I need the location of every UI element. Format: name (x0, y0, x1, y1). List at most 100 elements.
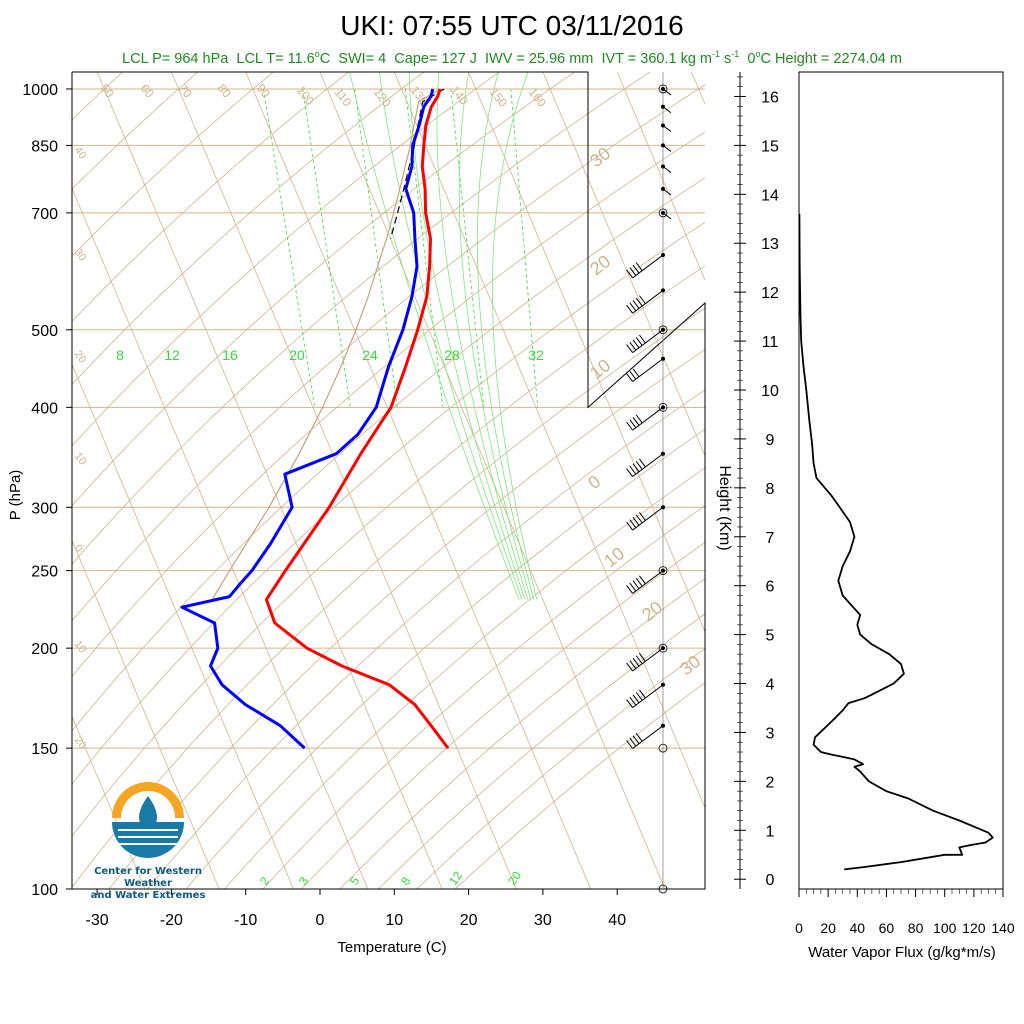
wind-barb-feather (639, 295, 646, 304)
isotherm-line (72, 539, 220, 889)
dry-adiabat-line (72, 221, 705, 785)
pressure-tick-label: 1000 (22, 82, 58, 99)
dry-adiabat-label: 100 (294, 83, 318, 108)
dry-adiabat-line (147, 389, 705, 889)
vapor-flux-frame (798, 71, 1004, 890)
wind-barb-feather (629, 737, 637, 747)
wind-barb-feather (632, 657, 640, 667)
height-tick-label: 3 (766, 725, 775, 742)
wind-barb-feather (626, 373, 633, 382)
moist-adiabat-line (379, 72, 523, 600)
flux-axis-label: Water Vapor Flux (g/kg*m/s) (808, 944, 996, 961)
wind-barb (632, 506, 664, 531)
mixing-ratio-label: 20 (289, 347, 305, 363)
logo-caption-line1: Center for Western Weather (94, 866, 202, 889)
pressure-tick-label: 200 (31, 641, 58, 658)
wind-barb-feather (639, 689, 646, 699)
wind-barb (632, 684, 664, 708)
dry-adiabat-line (72, 72, 199, 190)
moist-adiabat-line (458, 72, 532, 600)
dry-adiabat-line (72, 307, 705, 888)
dry-adiabat-line (301, 541, 705, 889)
wind-barb (632, 290, 664, 314)
temperature-tick-label: -10 (234, 912, 257, 929)
wind-barb-feather (626, 269, 633, 279)
wind-barb-feather (629, 696, 637, 706)
pressure-axis-label: P (hPa) (7, 470, 24, 521)
pressure-tick-label: 100 (31, 882, 58, 899)
dry-adiabat-line (72, 72, 425, 386)
isotherm-label: 10 (600, 543, 628, 571)
temperature-tick-label: 20 (460, 912, 478, 929)
height-tick-label: 14 (761, 187, 779, 204)
height-tick-label: 12 (761, 285, 779, 302)
height-tick-label: 9 (766, 432, 775, 449)
height-tick-label: 2 (766, 774, 775, 791)
wind-barb-feather (635, 414, 643, 424)
wind-barb (632, 254, 664, 279)
skewt-background-lines (72, 72, 705, 889)
wind-calm-circle (658, 566, 668, 576)
pressure-tick-label: 850 (31, 138, 58, 155)
height-tick-label: 15 (761, 138, 779, 155)
wind-barbs (626, 72, 672, 894)
moist-adiabat-line (349, 72, 520, 600)
pressure-tick-label: 300 (31, 500, 58, 517)
cw3e-logo (112, 782, 184, 858)
moist-adiabat-line (476, 72, 535, 600)
mixing-ratio-label: 20 (505, 868, 524, 887)
flux-tick-label: 100 (933, 920, 957, 936)
margin-label: 30 (72, 246, 89, 263)
dry-adiabat-line (72, 72, 274, 257)
mixing-ratio-label: 3 (296, 874, 311, 888)
wind-barb-feather (632, 463, 640, 473)
isotherm-label: 20 (586, 251, 614, 279)
margin-label: 10 (72, 450, 89, 467)
dry-adiabat-line (72, 84, 705, 622)
height-tick-label: 6 (766, 579, 775, 596)
mixing-ratio-label: 8 (116, 347, 124, 363)
dry-adiabat-line (72, 72, 651, 565)
dry-adiabat-line (185, 428, 705, 889)
temperature-tick-label: 40 (608, 912, 626, 929)
dry-adiabat-line (72, 177, 705, 732)
skewt-series (180, 88, 450, 750)
dry-adiabat-line (339, 577, 705, 889)
pressure-tick-label: 700 (31, 206, 58, 223)
flux-tick-label: 40 (849, 920, 865, 936)
isotherm-line (96, 72, 443, 889)
wind-barb (662, 88, 672, 96)
wind-barb-feather (632, 264, 640, 274)
iwv-value: IWV = 25.96 mm (485, 50, 594, 67)
isotherm-line (319, 72, 666, 889)
wind-barb-feather (639, 575, 646, 585)
logo-sun-arc (112, 782, 184, 818)
height-tick-label: 1 (766, 823, 775, 840)
dry-adiabat-line (224, 467, 705, 889)
dry-adiabat-label: 130 (408, 83, 432, 108)
pressure-tick-label: 500 (31, 323, 58, 340)
isotherm-label: 30 (586, 143, 614, 171)
wind-barb-feather (635, 692, 643, 701)
margin-label: 20 (72, 348, 89, 365)
mixing-ratio-label: 2 (257, 874, 272, 888)
dry-adiabat-line (108, 348, 705, 889)
dry-adiabat-label: 140 (448, 83, 472, 108)
temperature-axis-label: Temperature (C) (337, 939, 446, 956)
isotherm-line (72, 187, 369, 889)
wind-barb-feather (635, 732, 643, 742)
lcl-temperature: LCL T= 11.6oC (236, 49, 331, 67)
mixing-ratio-label: 28 (444, 347, 460, 363)
wind-barb-feather (626, 521, 633, 531)
flux-tick-label: 60 (879, 920, 895, 936)
freezing-level: 0oC Height = 2274.04 m (747, 49, 902, 67)
flux-tick-label: 0 (795, 920, 803, 936)
wind-barb-feather (632, 417, 640, 426)
dry-adiabat-line (72, 265, 705, 837)
mixing-ratio-label: 8 (398, 874, 413, 888)
cape-value: Cape= 127 J (394, 50, 477, 67)
lcl-pressure: LCL P= 964 hPa (122, 50, 229, 67)
wind-barb-feather (635, 655, 643, 665)
